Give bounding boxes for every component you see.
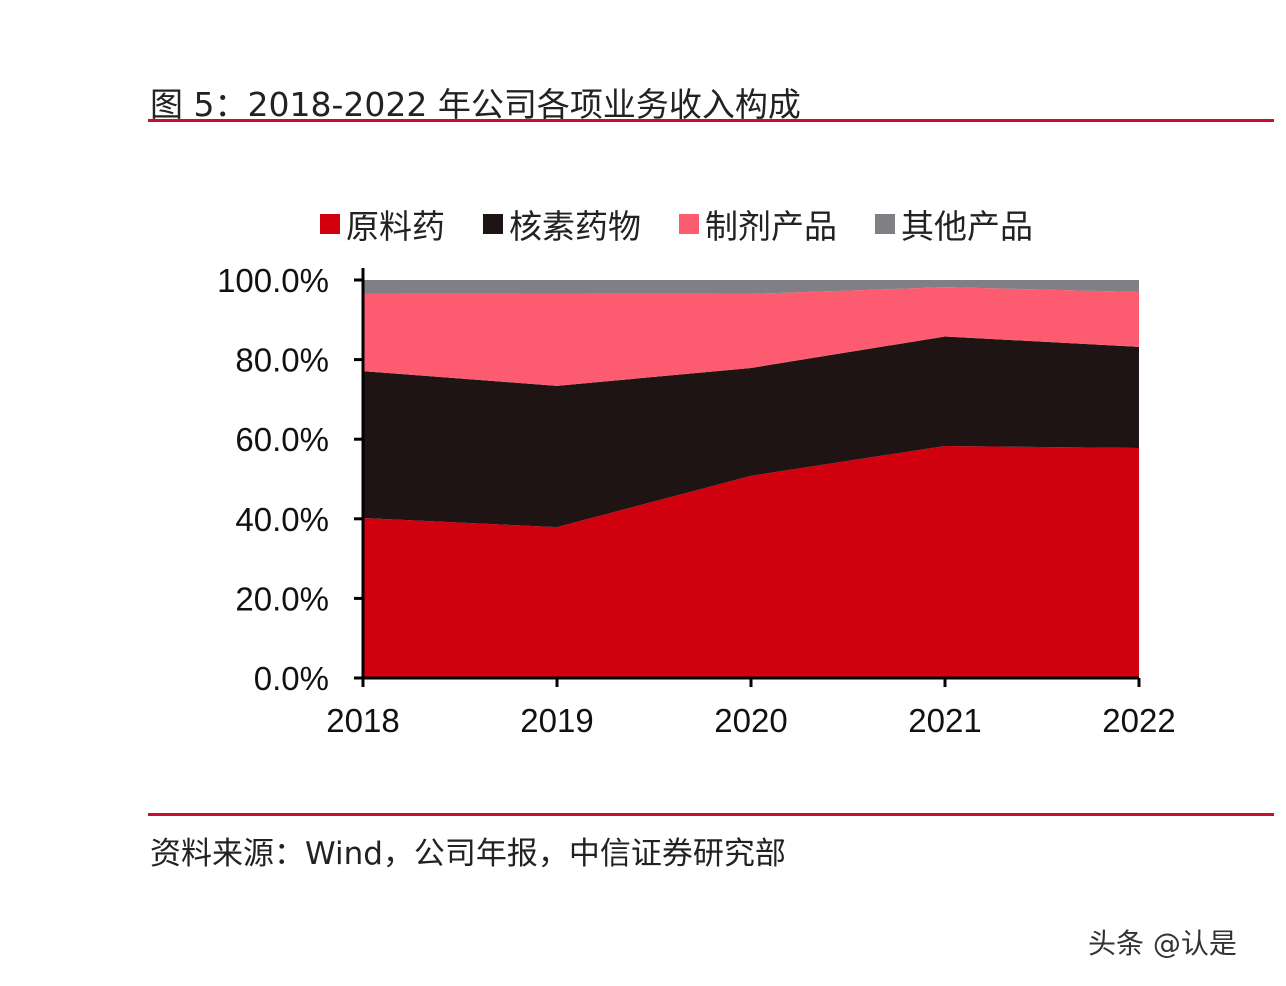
legend-swatch <box>875 214 895 234</box>
y-tick-label: 40.0% <box>235 501 329 538</box>
watermark: 头条 @认是 <box>1088 927 1237 960</box>
legend-label: 制剂产品 <box>705 207 837 246</box>
y-tick-label: 0.0% <box>254 660 329 697</box>
area-series-2 <box>363 287 1139 386</box>
legend-label: 其他产品 <box>901 207 1033 246</box>
legend-swatch <box>483 214 503 234</box>
area-series-0 <box>363 445 1139 678</box>
y-tick-label: 20.0% <box>235 580 329 617</box>
legend-item: 制剂产品 <box>679 200 837 248</box>
y-tick-label: 100.0% <box>217 262 329 299</box>
area-series-1 <box>363 336 1139 528</box>
source-note: 资料来源：Wind，公司年报，中信证券研究部 <box>150 836 786 872</box>
legend-item: 其他产品 <box>875 200 1033 248</box>
legend: 原料药 核素药物 制剂产品 其他产品 <box>320 200 1033 248</box>
legend-swatch <box>320 214 340 234</box>
legend-item: 原料药 <box>320 200 445 248</box>
x-tick-label: 2020 <box>714 702 787 739</box>
x-tick-label: 2022 <box>1102 702 1175 739</box>
x-tick-label: 2019 <box>520 702 593 739</box>
x-tick-label: 2018 <box>326 702 399 739</box>
source-divider <box>148 813 1274 816</box>
chart-title: 图 5：2018-2022 年公司各项业务收入构成 <box>150 85 801 124</box>
legend-label: 核素药物 <box>509 207 641 246</box>
area-series-3 <box>363 280 1139 294</box>
legend-item: 核素药物 <box>483 200 641 248</box>
x-tick-label: 2021 <box>908 702 981 739</box>
y-tick-label: 60.0% <box>235 421 329 458</box>
title-divider <box>148 119 1274 122</box>
legend-label: 原料药 <box>346 207 445 246</box>
y-tick-label: 80.0% <box>235 342 329 379</box>
legend-swatch <box>679 214 699 234</box>
